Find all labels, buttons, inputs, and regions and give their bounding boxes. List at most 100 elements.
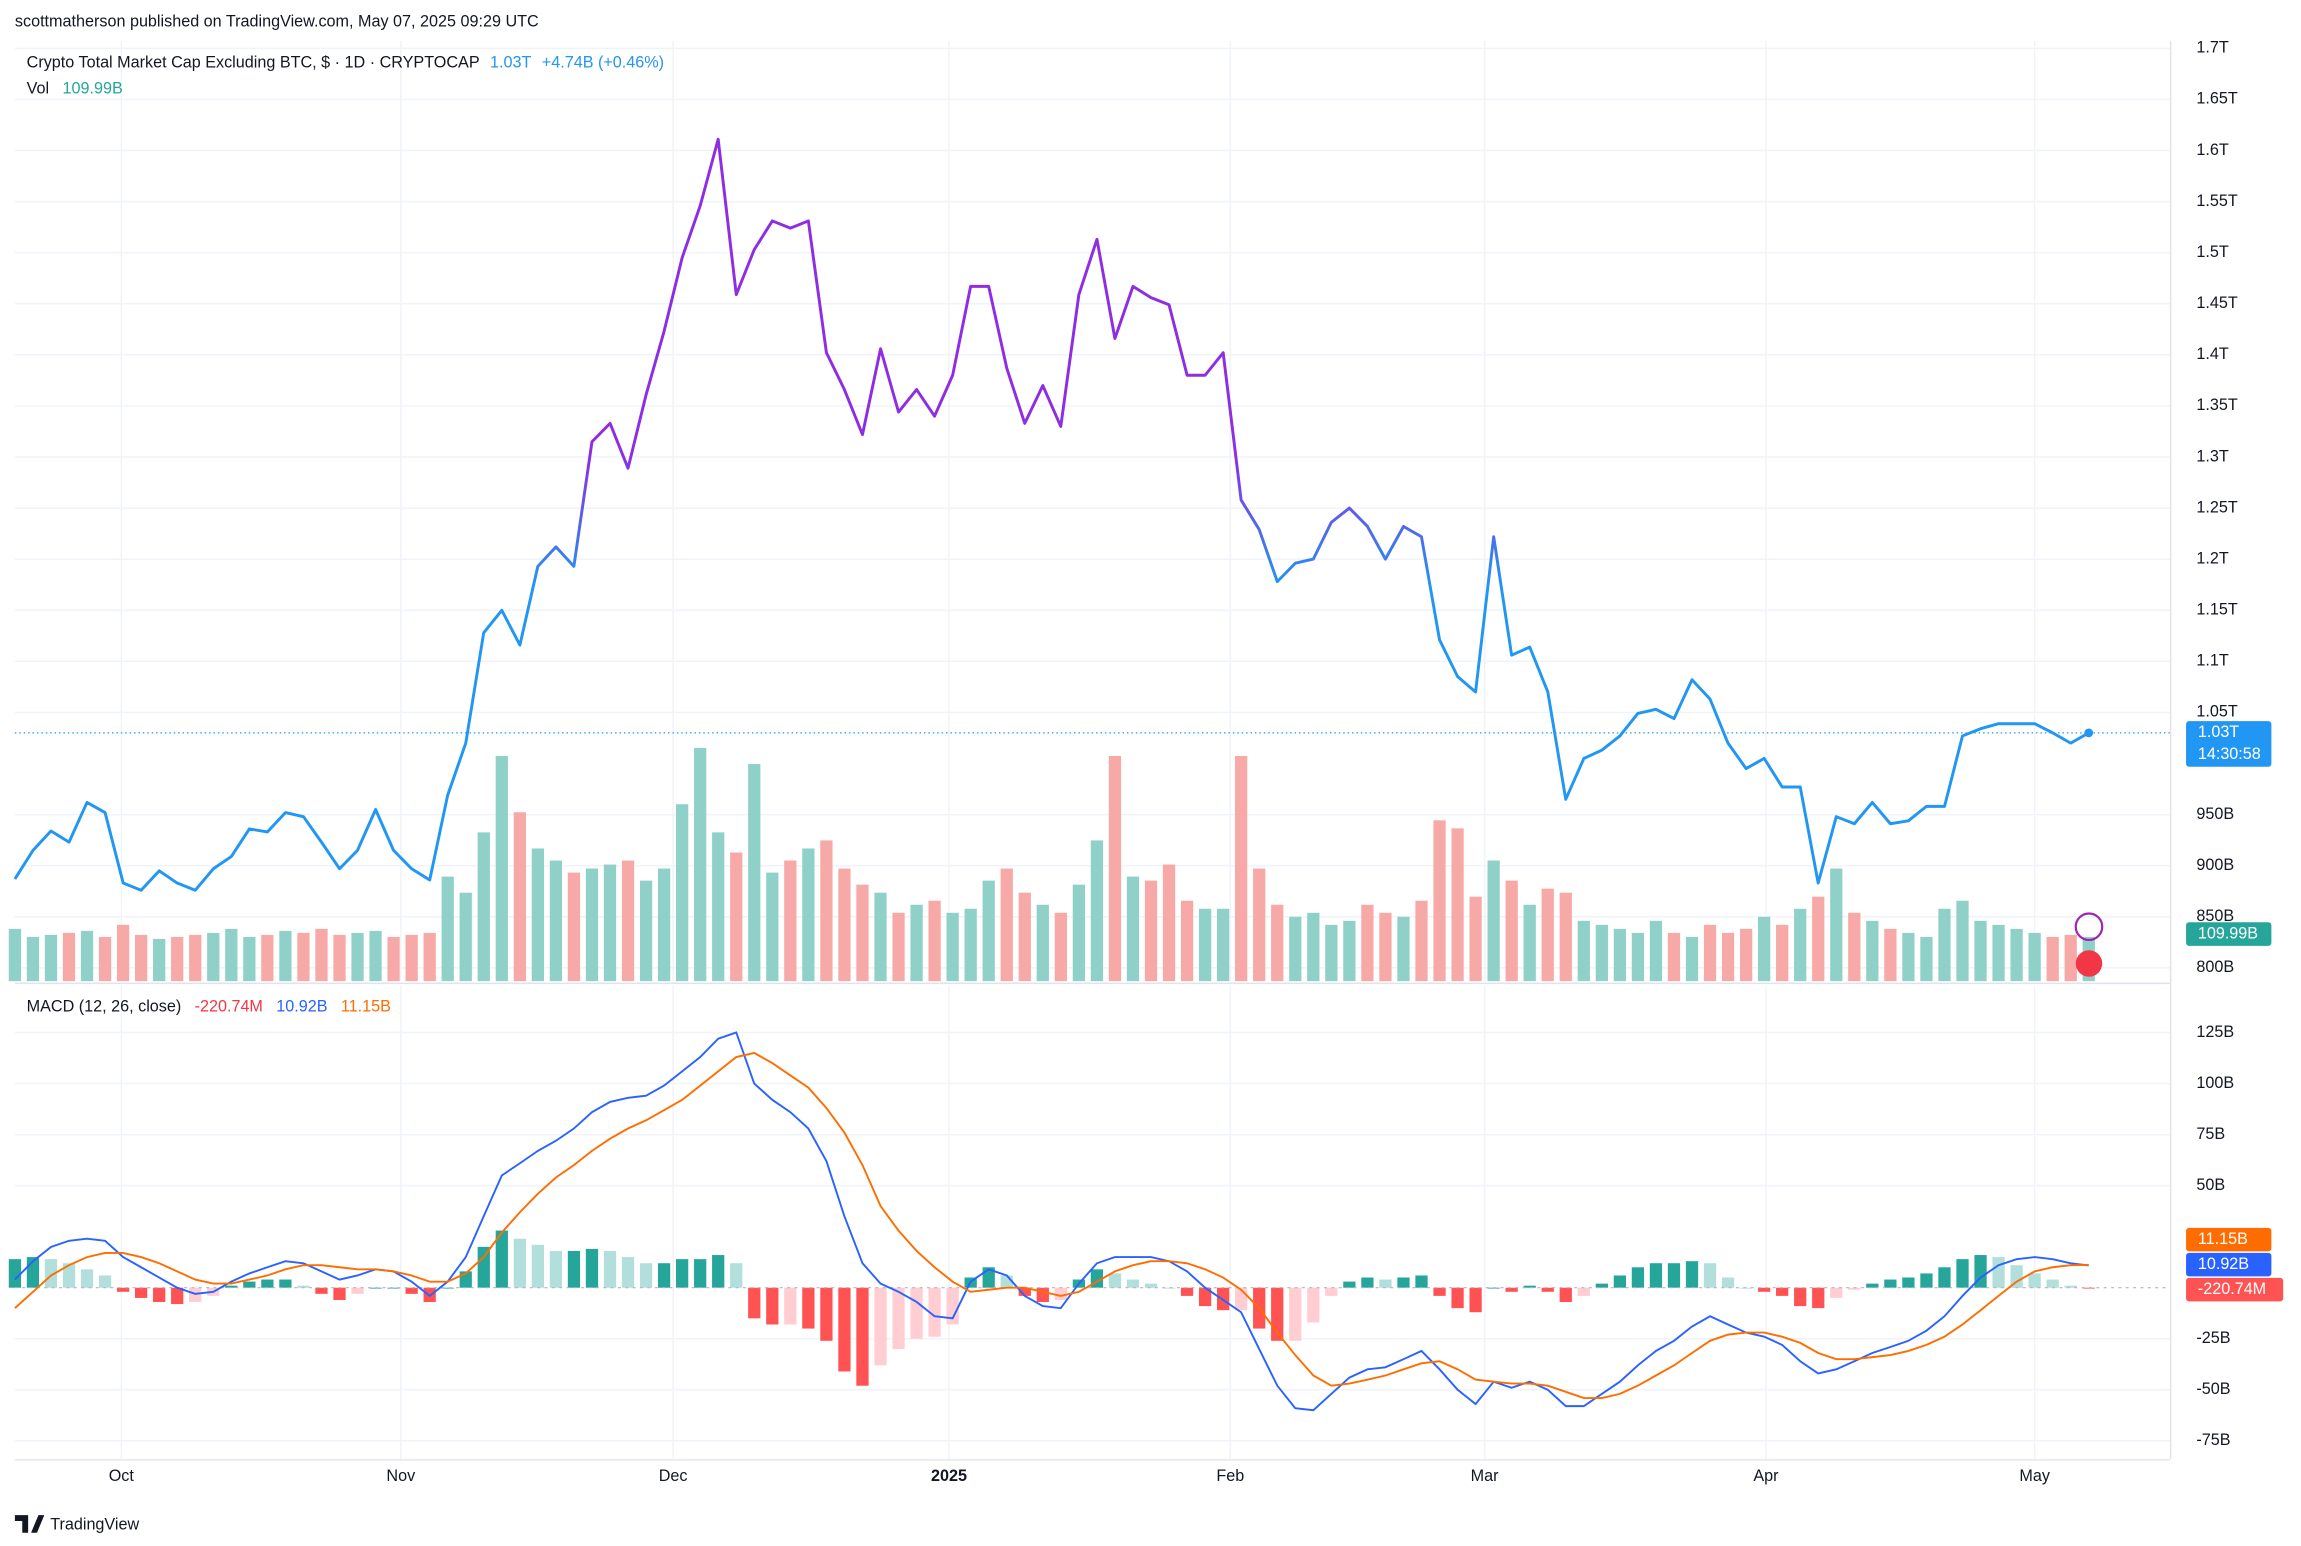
volume-bar xyxy=(946,912,959,982)
volume-bar xyxy=(1649,920,1663,982)
volume-bar xyxy=(1343,920,1356,982)
y-tick-label: 1.2T xyxy=(2196,549,2228,567)
histogram-bar xyxy=(1685,1261,1699,1288)
histogram-bar xyxy=(1325,1287,1338,1296)
volume-bar xyxy=(405,934,418,982)
volume-bar xyxy=(694,747,707,982)
volume-bar xyxy=(2010,928,2023,982)
y-tick-label: 1.5T xyxy=(2196,243,2228,261)
x-tick-label: Feb xyxy=(1216,1467,1244,1485)
histogram-bar xyxy=(874,1287,887,1366)
histogram-bar xyxy=(44,1259,58,1288)
histogram-bar xyxy=(387,1287,400,1289)
histogram-bar xyxy=(171,1287,184,1305)
y-tick-label: 1.05T xyxy=(2196,703,2237,721)
volume-bar xyxy=(982,880,995,982)
volume-bar xyxy=(80,930,94,982)
volume-bar xyxy=(1289,916,1302,982)
volume-bar xyxy=(1307,912,1320,982)
histogram-bar xyxy=(712,1255,725,1288)
histogram-bar xyxy=(243,1281,256,1288)
volume-bar xyxy=(1054,912,1067,982)
volume-bar xyxy=(2046,936,2059,982)
volume-bar xyxy=(1235,755,1248,982)
histogram-bar xyxy=(1451,1287,1464,1309)
volume-bar xyxy=(1072,884,1086,982)
volume-bar xyxy=(856,884,869,982)
y-tick-label: 1.7T xyxy=(2196,39,2228,57)
volume-bar xyxy=(1361,904,1374,982)
histogram-bar xyxy=(2064,1285,2077,1288)
histogram-bar xyxy=(153,1287,166,1303)
volume-bar xyxy=(1956,900,1969,982)
volume-bar xyxy=(441,876,454,982)
histogram-bar xyxy=(1505,1287,1518,1292)
histogram-bar xyxy=(1595,1283,1608,1288)
volume-bar xyxy=(1415,900,1428,982)
histogram-bar xyxy=(1721,1277,1735,1288)
histogram-bar xyxy=(1577,1287,1590,1296)
histogram-bar xyxy=(1703,1263,1717,1288)
histogram-bar xyxy=(892,1287,905,1349)
y-tick-label: 850B xyxy=(2196,907,2234,925)
volume-bar xyxy=(279,930,292,982)
histogram-bar xyxy=(1956,1259,1969,1288)
signal-value: 11.15B xyxy=(341,998,391,1016)
histogram-bar xyxy=(405,1287,418,1294)
volume-bar xyxy=(784,860,797,982)
histogram-bar xyxy=(1162,1287,1176,1289)
macd-line xyxy=(14,1031,2089,1412)
histogram-bar xyxy=(315,1287,328,1294)
volume-bar xyxy=(1108,755,1122,982)
histogram-bar xyxy=(135,1287,148,1298)
histogram-bar xyxy=(1469,1287,1482,1313)
histogram-bar xyxy=(1902,1277,1915,1288)
volume-bar xyxy=(1397,916,1410,982)
volume-bar xyxy=(261,934,274,982)
histogram-bar xyxy=(1812,1287,1825,1309)
histogram-bar xyxy=(1649,1263,1663,1288)
y-tick-label: 1.45T xyxy=(2196,294,2237,312)
histogram-bar xyxy=(1108,1273,1122,1288)
histogram-bar xyxy=(910,1287,923,1339)
alert-icon xyxy=(2074,912,2104,942)
volume-bar xyxy=(1739,928,1753,982)
x-tick-label: Nov xyxy=(386,1467,416,1485)
macd-tag-label: 11.15B xyxy=(2198,1230,2248,1248)
volume-bar xyxy=(207,932,220,982)
icons xyxy=(2074,912,2104,977)
volume-bar xyxy=(1685,936,1699,982)
volume-bar xyxy=(766,872,779,982)
volume-bar xyxy=(387,936,400,982)
histogram-bar xyxy=(1523,1285,1536,1288)
macd-y-tick-label: 125B xyxy=(2196,1023,2234,1041)
volume-bar xyxy=(1433,820,1446,982)
volume-bar xyxy=(585,868,599,982)
histogram-bar xyxy=(189,1287,202,1303)
x-tick-label: May xyxy=(2019,1467,2050,1485)
histogram-bar xyxy=(1126,1279,1140,1288)
x-tick-label: Dec xyxy=(659,1467,688,1485)
volume-bar xyxy=(1541,888,1554,982)
volume-bar xyxy=(1884,928,1897,982)
volume-bar xyxy=(1487,860,1500,982)
macd-y-tick-label: -25B xyxy=(2196,1329,2230,1347)
volume-tag-label: 109.99B xyxy=(2198,924,2258,942)
macd-y-tick-label: 75B xyxy=(2196,1125,2225,1143)
legend-main: Crypto Total Market Cap Excluding BTC, $… xyxy=(27,54,664,72)
volume-bar xyxy=(62,932,76,982)
histogram-bar xyxy=(1866,1283,1879,1288)
volume-bar xyxy=(1902,932,1915,982)
volume-bar xyxy=(1938,908,1951,982)
histogram-bar xyxy=(1830,1287,1843,1298)
histogram-bar xyxy=(1884,1279,1897,1288)
macd-y-tick-label: 100B xyxy=(2196,1074,2234,1092)
legend-macd: MACD (12, 26, close) -220.74M 10.92B 11.… xyxy=(27,998,391,1016)
volume-bar xyxy=(1090,840,1104,982)
histogram-bar xyxy=(856,1287,869,1386)
volume-bar xyxy=(928,900,941,982)
volume-bar xyxy=(1018,892,1031,982)
volume-bar xyxy=(44,934,58,982)
